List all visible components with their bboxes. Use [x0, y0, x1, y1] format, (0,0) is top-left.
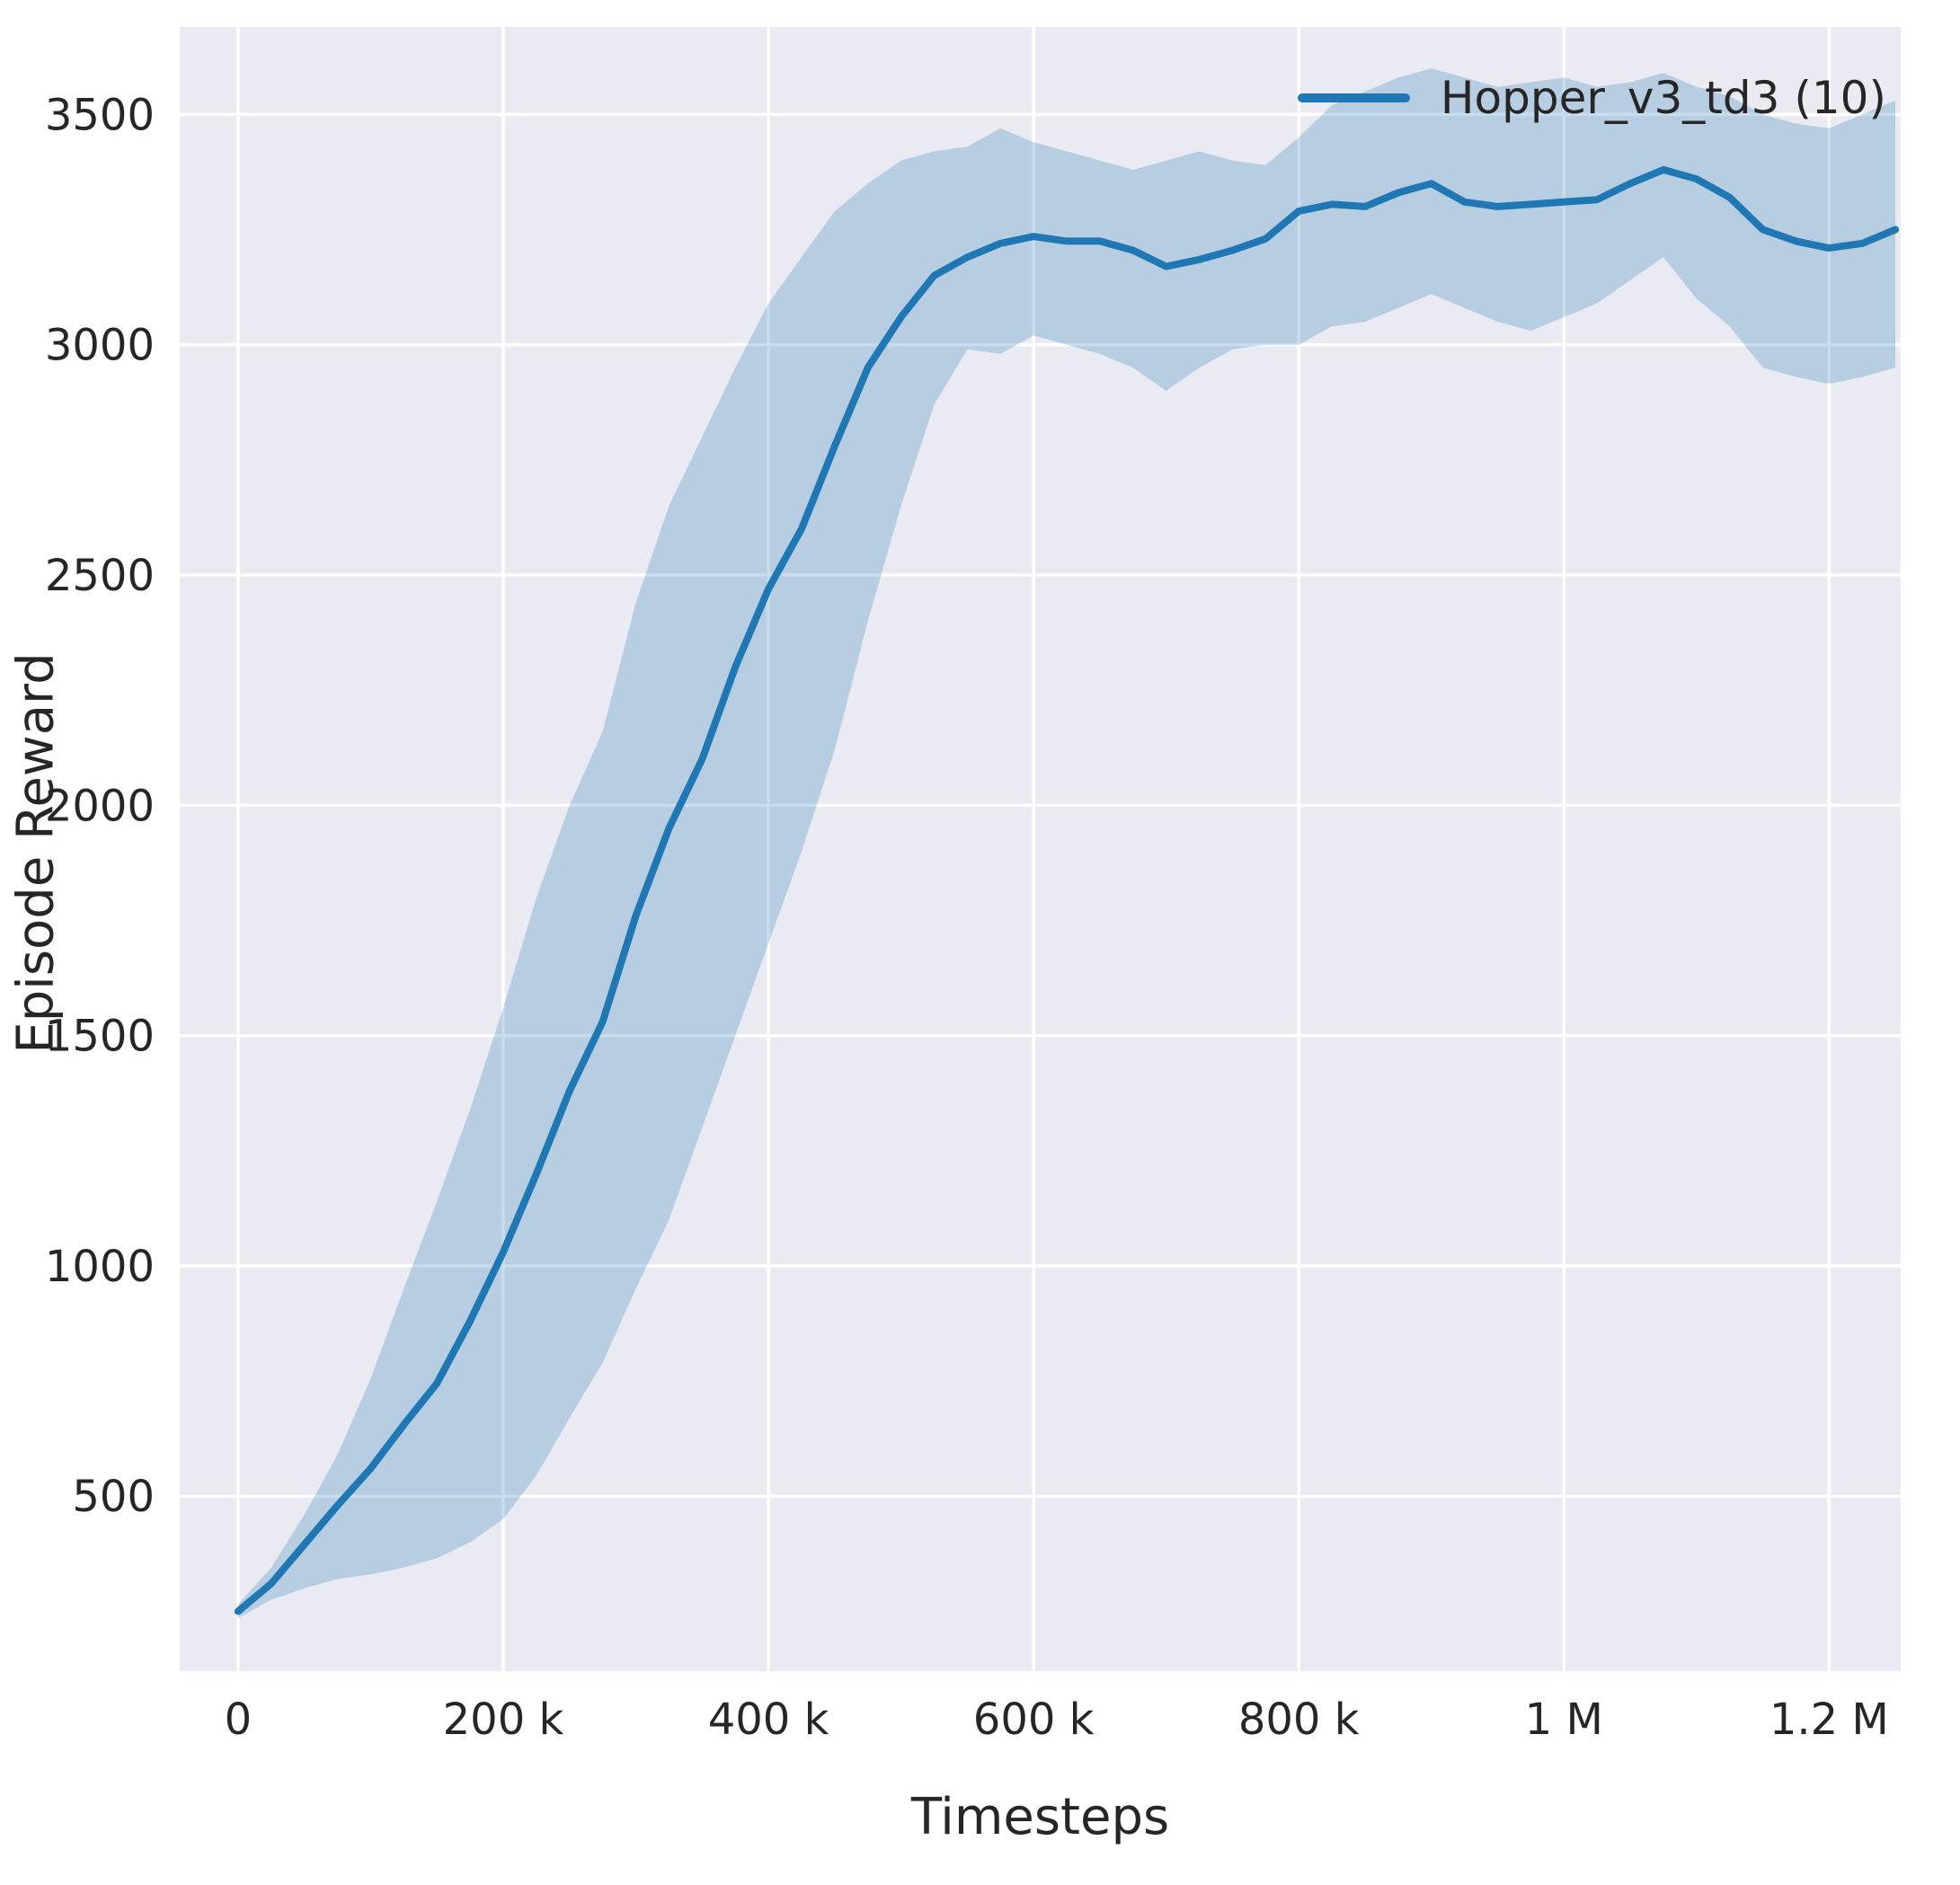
y-tick-label: 1500 [45, 1012, 155, 1062]
y-tick-label: 1000 [45, 1242, 155, 1292]
x-tick-label: 0 [225, 1695, 253, 1745]
y-tick-label: 500 [72, 1472, 155, 1522]
x-tick-label: 800 k [1238, 1695, 1360, 1745]
confidence-band [237, 68, 1896, 1619]
x-tick-label: 1 M [1525, 1695, 1603, 1745]
x-tick-label: 400 k [708, 1695, 829, 1745]
x-tick-label: 1.2 M [1769, 1695, 1889, 1745]
x-tick-label: 600 k [973, 1695, 1095, 1745]
y-tick-label: 2500 [45, 551, 155, 601]
y-axis-label: Episode Reward [6, 652, 66, 1054]
y-tick-label: 2000 [45, 781, 155, 831]
plot-area [180, 27, 1901, 1671]
mean-line [234, 165, 1900, 1615]
legend-line-swatch [1297, 93, 1410, 102]
x-tick-label: 200 k [443, 1695, 564, 1745]
y-tick-label: 3500 [45, 90, 155, 140]
x-axis-label: Timesteps [910, 1788, 1170, 1846]
legend-label: Hopper_v3_td3 (10) [1440, 72, 1886, 124]
legend: Hopper_v3_td3 (10) [1297, 72, 1886, 124]
y-tick-label: 3000 [45, 321, 155, 371]
